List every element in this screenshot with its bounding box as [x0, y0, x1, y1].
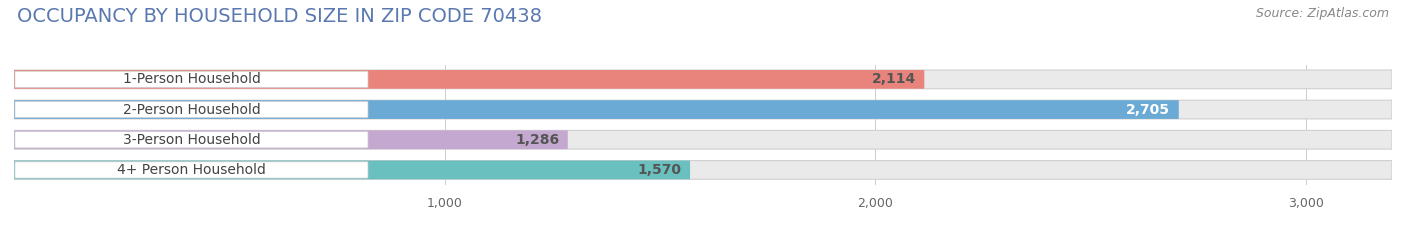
FancyBboxPatch shape [14, 130, 568, 149]
FancyBboxPatch shape [15, 101, 368, 118]
FancyBboxPatch shape [14, 161, 1392, 179]
Text: 2,705: 2,705 [1126, 103, 1170, 116]
Text: 1-Person Household: 1-Person Household [122, 72, 260, 86]
Text: 4+ Person Household: 4+ Person Household [117, 163, 266, 177]
FancyBboxPatch shape [14, 130, 1392, 149]
Text: 1,286: 1,286 [515, 133, 560, 147]
FancyBboxPatch shape [14, 100, 1392, 119]
Text: Source: ZipAtlas.com: Source: ZipAtlas.com [1256, 7, 1389, 20]
FancyBboxPatch shape [15, 132, 368, 148]
Text: 3-Person Household: 3-Person Household [122, 133, 260, 147]
Text: OCCUPANCY BY HOUSEHOLD SIZE IN ZIP CODE 70438: OCCUPANCY BY HOUSEHOLD SIZE IN ZIP CODE … [17, 7, 541, 26]
FancyBboxPatch shape [14, 70, 924, 89]
Text: 1,570: 1,570 [637, 163, 682, 177]
FancyBboxPatch shape [15, 162, 368, 178]
FancyBboxPatch shape [14, 100, 1178, 119]
FancyBboxPatch shape [15, 71, 368, 88]
Text: 2-Person Household: 2-Person Household [122, 103, 260, 116]
FancyBboxPatch shape [14, 161, 690, 179]
Text: 2,114: 2,114 [872, 72, 915, 86]
FancyBboxPatch shape [14, 70, 1392, 89]
